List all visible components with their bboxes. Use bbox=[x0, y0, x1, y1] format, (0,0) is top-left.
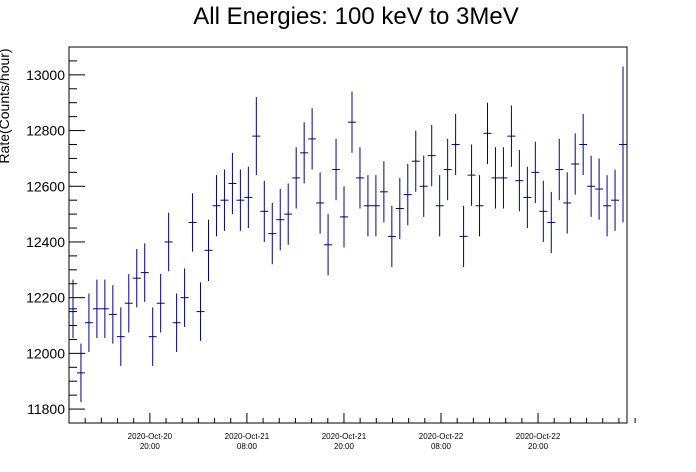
x-tick-date-label: 2020-Oct-22 bbox=[419, 432, 464, 441]
x-tick-date-label: 2020-Oct-22 bbox=[516, 432, 561, 441]
data-point bbox=[371, 175, 380, 237]
data-point bbox=[172, 293, 181, 352]
data-point bbox=[587, 155, 596, 217]
x-tick-time-label: 08:00 bbox=[431, 442, 452, 451]
data-point bbox=[332, 138, 341, 201]
data-point bbox=[355, 147, 364, 209]
y-tick-label: 11800 bbox=[27, 401, 65, 417]
data-point bbox=[563, 172, 572, 234]
y-tick-label: 12200 bbox=[26, 290, 65, 306]
y-tick-label: 13000 bbox=[26, 67, 65, 83]
data-point bbox=[475, 175, 484, 237]
data-point bbox=[483, 102, 492, 164]
x-tick-date-label: 2020-Oct-21 bbox=[322, 432, 367, 441]
data-point bbox=[156, 273, 165, 333]
data-point bbox=[611, 169, 620, 231]
x-tick-time-label: 20:00 bbox=[528, 442, 549, 451]
y-axis-ticks: 11800 12000 12200 12400 12600 12800 13000 bbox=[26, 46, 85, 424]
data-point bbox=[308, 108, 317, 170]
data-point bbox=[276, 189, 285, 251]
data-point bbox=[555, 138, 564, 201]
data-point bbox=[395, 177, 404, 240]
data-point bbox=[467, 144, 476, 206]
data-point bbox=[140, 243, 149, 302]
y-tick-label: 12600 bbox=[26, 178, 65, 194]
data-point bbox=[515, 150, 524, 212]
data-point bbox=[435, 175, 444, 237]
data-point bbox=[443, 138, 452, 201]
data-point bbox=[92, 279, 101, 339]
y-tick-label: 12400 bbox=[26, 234, 65, 250]
data-point bbox=[69, 279, 77, 339]
data-point bbox=[419, 155, 428, 217]
data-point bbox=[579, 113, 588, 176]
data-point bbox=[148, 307, 157, 366]
data-point bbox=[252, 97, 261, 176]
data-point bbox=[108, 285, 117, 344]
data-point bbox=[427, 124, 436, 187]
data-point bbox=[196, 282, 205, 341]
x-axis-ticks: 2020-Oct-2020:002020-Oct-2108:002020-Oct… bbox=[68, 413, 636, 451]
plot-frame bbox=[68, 46, 628, 424]
data-point bbox=[619, 66, 627, 223]
data-point bbox=[316, 172, 325, 234]
y-axis-label: Rate(Counts/hour) bbox=[0, 48, 12, 163]
data-series bbox=[69, 66, 627, 403]
data-point bbox=[459, 205, 468, 268]
x-tick-date-label: 2020-Oct-21 bbox=[225, 432, 270, 441]
data-point bbox=[379, 161, 388, 223]
data-point bbox=[363, 175, 372, 237]
data-point bbox=[411, 130, 420, 192]
data-point bbox=[571, 133, 580, 195]
data-point bbox=[164, 212, 173, 272]
data-point bbox=[236, 169, 245, 231]
x-tick-time-label: 20:00 bbox=[334, 442, 355, 451]
chart-title: All Energies: 100 keV to 3MeV bbox=[193, 3, 519, 30]
x-tick-date-label: 2020-Oct-20 bbox=[128, 432, 173, 441]
data-point bbox=[348, 91, 356, 153]
data-point bbox=[451, 113, 460, 176]
data-point bbox=[244, 166, 253, 229]
data-point bbox=[340, 186, 348, 248]
data-point bbox=[547, 191, 556, 254]
data-point bbox=[491, 147, 500, 209]
data-point bbox=[539, 180, 548, 242]
data-point bbox=[595, 158, 604, 220]
data-point bbox=[523, 166, 532, 229]
x-tick-time-label: 08:00 bbox=[237, 442, 258, 451]
data-point bbox=[507, 105, 516, 167]
data-point bbox=[499, 147, 508, 209]
data-point bbox=[124, 273, 133, 333]
data-point bbox=[387, 205, 396, 268]
data-point bbox=[268, 202, 277, 265]
data-point bbox=[180, 268, 189, 327]
data-point bbox=[603, 175, 612, 237]
data-point bbox=[212, 175, 221, 237]
data-point bbox=[403, 163, 412, 226]
data-point bbox=[228, 152, 237, 215]
x-tick-time-label: 20:00 bbox=[140, 442, 161, 451]
data-point bbox=[300, 122, 309, 184]
data-point bbox=[324, 214, 333, 276]
data-point bbox=[100, 279, 109, 339]
data-point bbox=[84, 293, 93, 352]
y-tick-label: 12800 bbox=[26, 123, 65, 139]
data-point bbox=[260, 180, 269, 242]
data-point bbox=[220, 169, 229, 231]
data-point bbox=[188, 193, 197, 252]
y-tick-label: 12000 bbox=[26, 345, 65, 361]
data-point bbox=[531, 141, 540, 203]
data-point bbox=[204, 219, 213, 281]
data-point bbox=[76, 343, 85, 403]
data-point bbox=[292, 147, 301, 209]
data-point bbox=[116, 307, 125, 366]
data-point bbox=[284, 183, 293, 245]
data-point bbox=[132, 248, 141, 308]
